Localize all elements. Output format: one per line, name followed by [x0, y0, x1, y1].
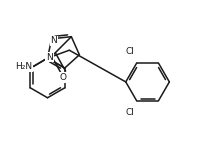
Text: N: N [50, 36, 57, 45]
Text: Cl: Cl [125, 47, 134, 56]
Text: H₂N: H₂N [15, 62, 32, 71]
Text: O: O [60, 73, 67, 82]
Text: N: N [46, 53, 53, 62]
Text: Cl: Cl [125, 108, 134, 117]
